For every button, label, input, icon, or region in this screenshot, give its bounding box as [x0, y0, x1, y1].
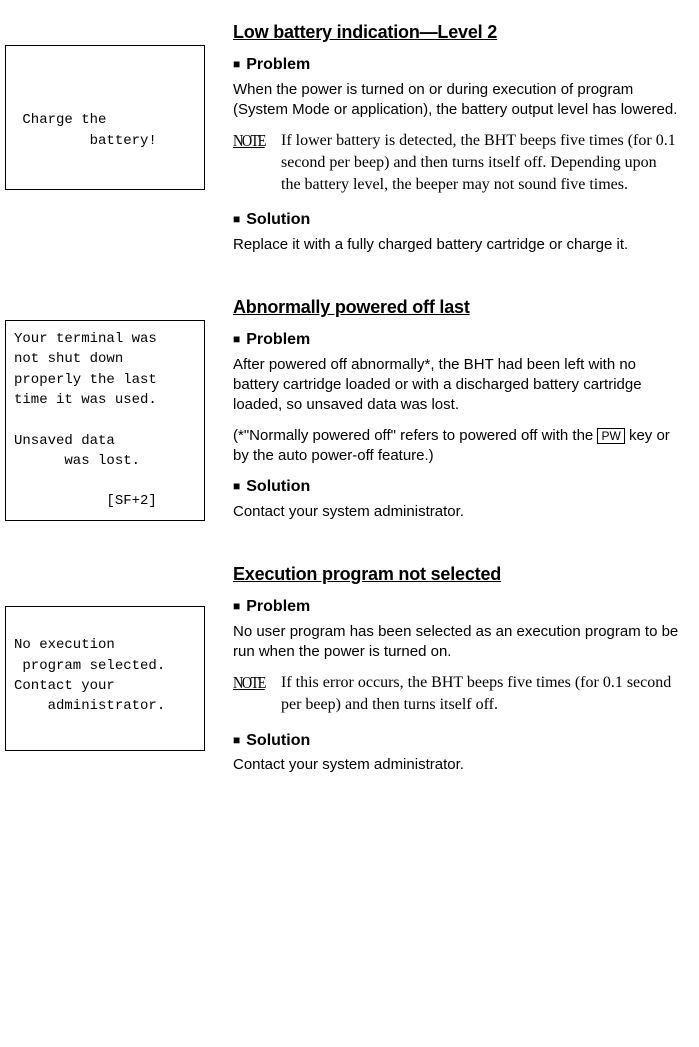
problem-heading: ■Problem — [233, 329, 679, 351]
problem-heading: ■Problem — [233, 596, 679, 618]
note-row: NOTE If this error occurs, the BHT beeps… — [233, 672, 679, 715]
pw-key: PW — [597, 428, 624, 444]
content-col: Low battery indication—Level 2 ■Problem … — [205, 20, 679, 265]
section-low-battery: Charge the battery! Low battery indicati… — [5, 20, 679, 265]
solution-text: Contact your system administrator. — [233, 502, 679, 522]
problem-label: Problem — [246, 56, 310, 73]
problem-text: After powered off abnormally*, the BHT h… — [233, 355, 679, 416]
problem-label: Problem — [246, 598, 310, 615]
content-col: Abnormally powered off last ■Problem Aft… — [205, 295, 679, 532]
note-label: NOTE — [233, 672, 274, 715]
solution-label: Solution — [246, 478, 310, 495]
solution-heading: ■Solution — [233, 476, 679, 498]
note-row: NOTE If lower battery is detected, the B… — [233, 130, 679, 195]
note-text: If this error occurs, the BHT beeps five… — [281, 672, 679, 715]
solution-text: Replace it with a fully charged battery … — [233, 235, 679, 255]
section-title: Low battery indication—Level 2 — [233, 20, 679, 44]
problem-text-2: (*"Normally powered off" refers to power… — [233, 426, 679, 467]
note-text: If lower battery is detected, the BHT be… — [281, 130, 679, 195]
screen-box-col: Charge the battery! — [5, 20, 205, 265]
solution-text: Contact your system administrator. — [233, 755, 679, 775]
screen-box-col: No execution program selected. Contact y… — [5, 562, 205, 785]
section-title: Abnormally powered off last — [233, 295, 679, 319]
solution-heading: ■Solution — [233, 730, 679, 752]
section-title: Execution program not selected — [233, 562, 679, 586]
screen-box: Your terminal was not shut down properly… — [5, 320, 205, 521]
problem-heading: ■Problem — [233, 54, 679, 76]
section-no-exec-program: No execution program selected. Contact y… — [5, 562, 679, 785]
screen-box: No execution program selected. Contact y… — [5, 606, 205, 751]
pt2-pre: (*"Normally powered off" refers to power… — [233, 427, 597, 444]
solution-heading: ■Solution — [233, 209, 679, 231]
screen-box: Charge the battery! — [5, 45, 205, 190]
note-label: NOTE — [233, 130, 274, 195]
screen-box-col: Your terminal was not shut down properly… — [5, 295, 205, 532]
problem-label: Problem — [246, 331, 310, 348]
content-col: Execution program not selected ■Problem … — [205, 562, 679, 785]
problem-text: No user program has been selected as an … — [233, 622, 679, 663]
solution-label: Solution — [246, 732, 310, 749]
problem-text: When the power is turned on or during ex… — [233, 80, 679, 121]
section-abnormal-poweroff: Your terminal was not shut down properly… — [5, 295, 679, 532]
solution-label: Solution — [246, 211, 310, 228]
